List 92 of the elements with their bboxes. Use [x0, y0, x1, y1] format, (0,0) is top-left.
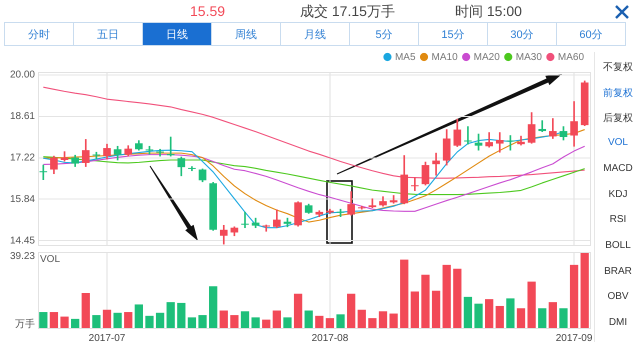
bar — [240, 311, 250, 328]
bar — [145, 316, 154, 328]
bar — [166, 302, 175, 328]
bar — [82, 293, 90, 328]
bar — [368, 318, 377, 328]
text: KDJ — [608, 188, 628, 200]
bar — [209, 286, 218, 328]
bar — [92, 315, 101, 328]
text: 15.59 — [190, 3, 226, 19]
text: 分时 — [5, 23, 73, 45]
bar — [71, 318, 80, 328]
bar — [60, 316, 69, 328]
chart-title: VOL — [40, 254, 60, 265]
legend-label: MA10 — [432, 52, 458, 63]
candlestick — [284, 218, 292, 228]
text: 月线 — [280, 23, 349, 45]
text: OBV — [606, 291, 630, 302]
bar — [50, 312, 58, 328]
bar — [230, 315, 239, 328]
legend-label: MA5 — [394, 52, 416, 63]
text: 60分 — [556, 23, 625, 45]
text: RSI — [608, 214, 628, 226]
y-tick-label: 17.22 — [10, 152, 36, 164]
bar — [113, 312, 122, 328]
bar — [347, 294, 356, 328]
bar — [102, 310, 112, 328]
x-tick-label: 2017-08 — [312, 332, 349, 344]
bar — [315, 316, 324, 328]
text: VOL — [606, 137, 629, 148]
bar — [559, 308, 568, 328]
bar — [410, 292, 419, 328]
legend-label: MA60 — [558, 52, 584, 63]
x-tick-label: 2017-07 — [88, 332, 126, 344]
text: BRAR — [603, 266, 633, 277]
bar — [262, 320, 270, 328]
bar — [39, 312, 48, 328]
bar — [453, 268, 462, 328]
bar — [538, 308, 546, 328]
legend-label: MA30 — [516, 52, 542, 63]
bar — [400, 260, 408, 328]
text: 日线 — [142, 23, 211, 45]
text: 不复权 — [602, 60, 634, 74]
bar — [177, 302, 186, 328]
text: DMI — [608, 317, 628, 328]
bar — [474, 304, 483, 328]
legend-label: MA20 — [474, 52, 500, 63]
bar — [527, 282, 536, 328]
bar — [220, 310, 228, 328]
text: MACD — [602, 162, 634, 174]
text: 成交 17.15万手 — [300, 3, 395, 21]
text: 五日 — [73, 23, 142, 45]
bar — [548, 302, 557, 328]
text: 后复权 — [602, 112, 634, 126]
text: 万手 — [15, 318, 35, 330]
text: 前复权 — [602, 86, 634, 100]
bar — [336, 314, 345, 328]
text: BOLL — [604, 240, 632, 251]
text: 5分 — [349, 23, 418, 45]
bar — [358, 310, 366, 328]
bar — [496, 306, 504, 328]
y-tick-label: 18.61 — [10, 111, 36, 122]
bar — [389, 314, 398, 328]
bar — [251, 317, 260, 328]
bar — [378, 311, 388, 328]
bar — [570, 264, 578, 328]
bar — [283, 317, 292, 328]
bar — [124, 312, 132, 328]
bar — [156, 312, 164, 328]
bar — [580, 252, 589, 328]
bar — [464, 296, 472, 328]
bar — [506, 298, 515, 328]
x-tick-label: 2017-09 — [556, 332, 593, 344]
bar — [294, 294, 302, 328]
bar — [188, 317, 196, 328]
bar — [421, 274, 430, 328]
bar — [485, 299, 494, 328]
text: 30分 — [487, 23, 556, 45]
bar — [272, 310, 281, 328]
bar — [326, 318, 334, 328]
bar — [442, 264, 451, 328]
bar — [304, 310, 313, 328]
text: 39.23 — [10, 250, 36, 262]
bar — [432, 290, 440, 328]
text: 周线 — [211, 23, 280, 45]
y-tick-label: 15.84 — [10, 194, 36, 205]
bar — [198, 315, 207, 328]
bar — [516, 308, 526, 328]
text: 15分 — [418, 23, 487, 45]
bar — [134, 304, 143, 328]
y-tick-label: 14.45 — [10, 235, 36, 246]
text: 时间 15:00 — [455, 3, 522, 21]
y-tick-label: 20.00 — [10, 70, 36, 81]
